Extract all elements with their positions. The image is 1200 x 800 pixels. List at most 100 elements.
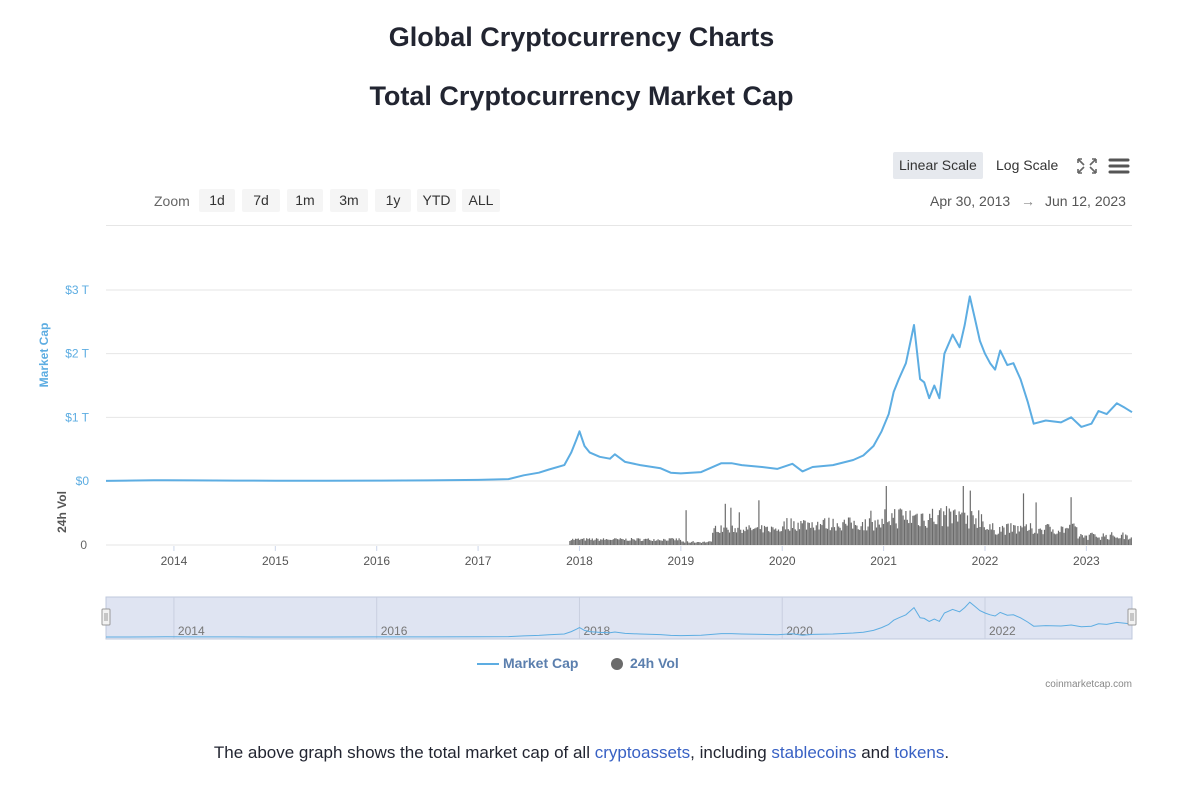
navigator-series <box>105 601 1133 638</box>
navigator-right-handle[interactable] <box>1127 608 1137 626</box>
volume-bar <box>731 525 733 545</box>
x-tick-label: 2014 <box>161 554 188 568</box>
volume-bar <box>635 540 637 545</box>
volume-bar <box>707 541 710 545</box>
volume-bar <box>1087 539 1089 545</box>
volume-bar <box>1048 524 1050 545</box>
toolbar-divider <box>106 225 1132 226</box>
linear-scale-button[interactable]: Linear Scale <box>893 152 983 179</box>
volume-bar <box>818 529 820 545</box>
volume-bar <box>726 527 728 545</box>
volume-bar <box>782 526 784 545</box>
volume-bar <box>700 542 703 545</box>
volume-bar <box>1001 525 1004 545</box>
volume-bar <box>826 528 829 545</box>
volume-bar <box>842 522 844 545</box>
volume-bar <box>699 542 701 545</box>
volume-bar <box>779 531 781 545</box>
volume-bar <box>821 525 823 545</box>
volume-bar <box>877 519 879 545</box>
log-scale-button[interactable]: Log Scale <box>996 157 1059 173</box>
volume-bar <box>1041 529 1043 545</box>
volume-bar <box>909 510 911 545</box>
y-tick-label: $0 <box>76 474 90 488</box>
volume-bar <box>573 540 575 545</box>
volume-bar <box>852 528 854 545</box>
volume-bar <box>1127 539 1130 545</box>
volume-bar <box>600 539 602 545</box>
volume-bar <box>677 540 679 545</box>
volume-bar <box>927 520 929 545</box>
volume-bar <box>944 515 946 545</box>
volume-bar <box>579 539 581 545</box>
fullscreen-icon[interactable] <box>1072 152 1102 179</box>
range-to[interactable]: Jun 12, 2023 <box>1045 193 1126 209</box>
volume-bar <box>1025 524 1027 545</box>
volume-bar <box>728 532 731 545</box>
tokens-link[interactable]: tokens <box>894 743 945 762</box>
volume-bar <box>947 526 949 545</box>
legend-market-cap[interactable]: Market Cap <box>477 655 578 671</box>
volume-bar <box>1067 528 1069 545</box>
volume-bar <box>770 526 773 545</box>
volume-bar <box>989 524 991 545</box>
volume-bar <box>819 524 822 545</box>
stablecoins-link[interactable]: stablecoins <box>771 743 857 762</box>
volume-bar <box>1008 532 1011 545</box>
menu-icon[interactable] <box>1104 152 1134 179</box>
market-cap-chart[interactable]: $0 $1 T $2 T $3 T Market Cap 0 24h Vol 2014 2015… <box>0 0 1200 700</box>
volume-bar <box>640 541 642 545</box>
navigator-left-handle[interactable] <box>101 608 111 626</box>
volume-bar <box>684 542 686 545</box>
volume-bar <box>798 529 801 545</box>
zoom-1m-button[interactable]: 1m <box>287 189 323 212</box>
volume-bar <box>955 515 957 545</box>
volume-bar <box>1111 532 1113 545</box>
volume-bar <box>922 513 924 545</box>
volume-bar <box>901 509 903 545</box>
zoom-ytd-button[interactable]: YTD <box>417 189 456 212</box>
credit-link[interactable]: coinmarketcap.com <box>1045 679 1132 690</box>
volume-bar <box>625 538 627 545</box>
navigator-tick-label: 2022 <box>989 624 1016 638</box>
volume-bar <box>868 518 871 545</box>
volume-bar <box>623 540 626 545</box>
volume-bar <box>658 540 661 545</box>
volume-bar <box>604 539 606 545</box>
volume-bar <box>923 520 925 545</box>
volume-bar <box>762 532 764 545</box>
volume-bar <box>607 539 609 545</box>
volume-bar <box>920 513 922 545</box>
volume-bar <box>913 515 915 545</box>
volume-bar <box>976 527 978 545</box>
volume-bar <box>926 527 928 545</box>
volume-bar <box>636 538 638 545</box>
range-from[interactable]: Apr 30, 2013 <box>930 193 1011 209</box>
navigator[interactable]: 2014 2016 2018 2020 2022 <box>101 596 1137 640</box>
volume-bar <box>742 529 745 545</box>
zoom-7d-button[interactable]: 7d <box>242 189 280 212</box>
zoom-all-button[interactable]: ALL <box>462 189 500 212</box>
market-cap-line <box>105 295 1133 482</box>
volume-bar <box>609 539 612 545</box>
volume-bar <box>982 521 984 545</box>
volume-bar <box>685 510 687 545</box>
volume-bar <box>864 519 866 545</box>
volume-bar <box>873 530 875 545</box>
volume-bar <box>957 521 959 545</box>
zoom-3m-button[interactable]: 3m <box>330 189 368 212</box>
zoom-1y-button[interactable]: 1y <box>375 189 411 212</box>
volume-bar <box>1004 534 1006 545</box>
chart-axes: $0 $1 T $2 T $3 T Market Cap 0 24h Vol 2014 2015… <box>37 283 1100 568</box>
volume-bar <box>952 510 955 545</box>
volume-bar <box>754 528 756 545</box>
cryptoassets-link[interactable]: cryptoassets <box>594 743 691 762</box>
volume-bar <box>594 539 596 545</box>
legend-24h-vol[interactable]: 24h Vol <box>610 655 679 671</box>
x-tick-label: 2015 <box>262 554 289 568</box>
volume-bar <box>889 525 892 545</box>
zoom-1d-button[interactable]: 1d <box>199 189 235 212</box>
caption-text-2: , including <box>690 743 772 762</box>
volume-bar <box>951 523 953 545</box>
volume-bar <box>796 530 798 545</box>
